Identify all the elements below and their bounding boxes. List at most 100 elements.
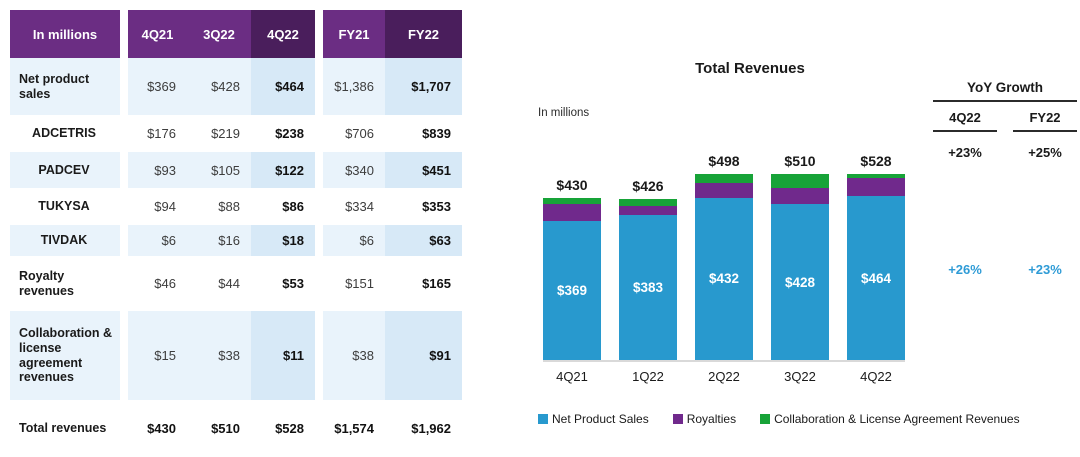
yoy-total-revenue-growth-value: +25% bbox=[1028, 145, 1062, 160]
legend-swatch bbox=[538, 414, 548, 424]
legend-label: Collaboration & License Agreement Revenu… bbox=[774, 412, 1020, 426]
yoy-growth-panel: YoY Growth 4Q22 FY22 +23% +25% bbox=[933, 80, 1077, 160]
x-axis-label: 1Q22 bbox=[632, 369, 664, 384]
table-value-cell: $510 bbox=[187, 400, 251, 456]
table-row: PADCEV $93 $105 $122 $340 $451 bbox=[10, 152, 462, 188]
yoy-total-revenue-growth-value: +23% bbox=[948, 145, 982, 160]
row-label: TUKYSA bbox=[10, 188, 120, 225]
legend-label: Net Product Sales bbox=[552, 412, 649, 426]
table-value-cell: $706 bbox=[315, 115, 385, 152]
table-value-cell: $88 bbox=[187, 188, 251, 225]
table-row: TUKYSA $94 $88 $86 $334 $353 bbox=[10, 188, 462, 225]
chart-legend: Net Product Sales Royalties Collaboration … bbox=[538, 412, 1020, 426]
table-value-cell: $11 bbox=[251, 311, 315, 400]
table-header-cell: 3Q22 bbox=[187, 10, 251, 58]
row-label: TIVDAK bbox=[10, 225, 120, 256]
row-label: ADCETRIS bbox=[10, 115, 120, 152]
table-value-cell: $53 bbox=[251, 256, 315, 311]
total-revenues-chart-panel: Total Revenues In millions $430 $369 4Q21 $… bbox=[520, 0, 1080, 457]
table-value-cell: $1,574 bbox=[315, 400, 385, 456]
table-value-cell: $428 bbox=[187, 58, 251, 115]
table-header-row: In millions 4Q21 3Q22 4Q22 FY21 FY22 bbox=[10, 10, 462, 58]
table-value-cell: $105 bbox=[187, 152, 251, 188]
table-value-cell: $86 bbox=[251, 188, 315, 225]
row-label: Net product sales bbox=[10, 58, 120, 115]
bar-segment-royalties bbox=[771, 187, 829, 205]
table-row: Net product sales $369 $428 $464 $1,386 $1,70… bbox=[10, 58, 462, 115]
table-row: Collaboration & license agreement revenu… bbox=[10, 311, 462, 400]
bar-plot-area: $430 $369 4Q21 $426 $383 1Q22 $498 $432 2Q22 $510… bbox=[543, 153, 905, 384]
table-row: TIVDAK $6 $16 $18 $6 $63 bbox=[10, 225, 462, 256]
table-value-cell: $44 bbox=[187, 256, 251, 311]
table-value-cell: $1,386 bbox=[315, 58, 385, 115]
table-value-cell: $6 bbox=[120, 225, 187, 256]
bar-total-label: $528 bbox=[860, 153, 892, 170]
yoy-column-header: FY22 bbox=[1013, 110, 1077, 132]
table-value-cell: $451 bbox=[385, 152, 462, 188]
table-value-cell: $63 bbox=[385, 225, 462, 256]
table-value-cell: $122 bbox=[251, 152, 315, 188]
table-row: Total revenues $430 $510 $528 $1,574 $1,962 bbox=[10, 400, 462, 456]
table-value-cell: $16 bbox=[187, 225, 251, 256]
x-axis-label: 4Q22 bbox=[860, 369, 892, 384]
row-label: PADCEV bbox=[10, 152, 120, 188]
bar-segment-collaboration-license-agreement-revenues bbox=[543, 198, 601, 204]
table-value-cell: $839 bbox=[385, 115, 462, 152]
bar-total-label: $430 bbox=[556, 177, 588, 193]
table-value-cell: $91 bbox=[385, 311, 462, 400]
table-header-cell: In millions bbox=[10, 10, 120, 58]
bar-segment-collaboration-license-agreement-revenues bbox=[619, 199, 677, 206]
bar-segment-net-product-sales: $428 bbox=[771, 204, 829, 360]
legend-swatch bbox=[760, 414, 771, 424]
table-value-cell: $340 bbox=[315, 152, 385, 188]
table-row: Royalty revenues $46 $44 $53 $151 $165 bbox=[10, 256, 462, 311]
bar-segment-collaboration-license-agreement-revenues bbox=[771, 174, 829, 188]
table-value-cell: $151 bbox=[315, 256, 385, 311]
table-value-cell: $219 bbox=[187, 115, 251, 152]
legend-label: Royalties bbox=[686, 412, 737, 426]
table-value-cell: $238 bbox=[251, 115, 315, 152]
table-value-cell: $334 bbox=[315, 188, 385, 225]
yoy-net-product-sales-growth-row: +26% +23% bbox=[933, 262, 1077, 277]
table-value-cell: $1,707 bbox=[385, 58, 462, 115]
table-value-cell: $38 bbox=[187, 311, 251, 400]
row-label: Royalty revenues bbox=[10, 256, 120, 311]
table-value-cell: $94 bbox=[120, 188, 187, 225]
bar-segment-net-product-sales: $369 bbox=[543, 221, 601, 360]
yoy-net-product-sales-growth-value: +26% bbox=[948, 262, 982, 277]
table-value-cell: $430 bbox=[120, 400, 187, 456]
table-value-cell: $165 bbox=[385, 256, 462, 311]
table-value-cell: $176 bbox=[120, 115, 187, 152]
bar-segment-royalties bbox=[619, 206, 677, 215]
chart-title: Total Revenues bbox=[695, 60, 805, 77]
bar-segment-net-product-sales: $432 bbox=[695, 197, 753, 360]
bar-segment-collaboration-license-agreement-revenues bbox=[847, 174, 905, 178]
row-label: Total revenues bbox=[10, 400, 120, 456]
bar: $430 $369 4Q21 bbox=[543, 153, 601, 384]
yoy-column-header: 4Q22 bbox=[933, 110, 997, 132]
table-value-cell: $38 bbox=[315, 311, 385, 400]
bar-segment-royalties bbox=[695, 182, 753, 198]
bar-total-label: $510 bbox=[784, 153, 816, 169]
x-axis-label: 4Q21 bbox=[556, 369, 588, 384]
table-value-cell: $528 bbox=[251, 400, 315, 456]
table-header-cell: 4Q21 bbox=[120, 10, 187, 58]
chart-units-label: In millions bbox=[538, 107, 590, 119]
legend-item: Collaboration & License Agreement Revenu… bbox=[760, 412, 1020, 426]
bar-total-label: $498 bbox=[708, 153, 740, 169]
table-value-cell: $93 bbox=[120, 152, 187, 188]
table-value-cell: $353 bbox=[385, 188, 462, 225]
legend-swatch bbox=[672, 414, 683, 424]
bar: $528 $464 4Q22 bbox=[847, 153, 905, 384]
table-value-cell: $464 bbox=[251, 58, 315, 115]
legend-item: Net Product Sales bbox=[538, 412, 649, 426]
yoy-growth-title: YoY Growth bbox=[966, 80, 1043, 95]
legend-item: Royalties bbox=[672, 412, 737, 426]
table-value-cell: $15 bbox=[120, 311, 187, 400]
bar: $498 $432 2Q22 bbox=[695, 153, 753, 384]
bar-segment-net-product-sales: $383 bbox=[619, 215, 677, 360]
bar-total-label: $426 bbox=[632, 178, 664, 194]
yoy-rule bbox=[933, 100, 1077, 102]
table-value-cell: $369 bbox=[120, 58, 187, 115]
x-axis-label: 2Q22 bbox=[708, 369, 740, 384]
